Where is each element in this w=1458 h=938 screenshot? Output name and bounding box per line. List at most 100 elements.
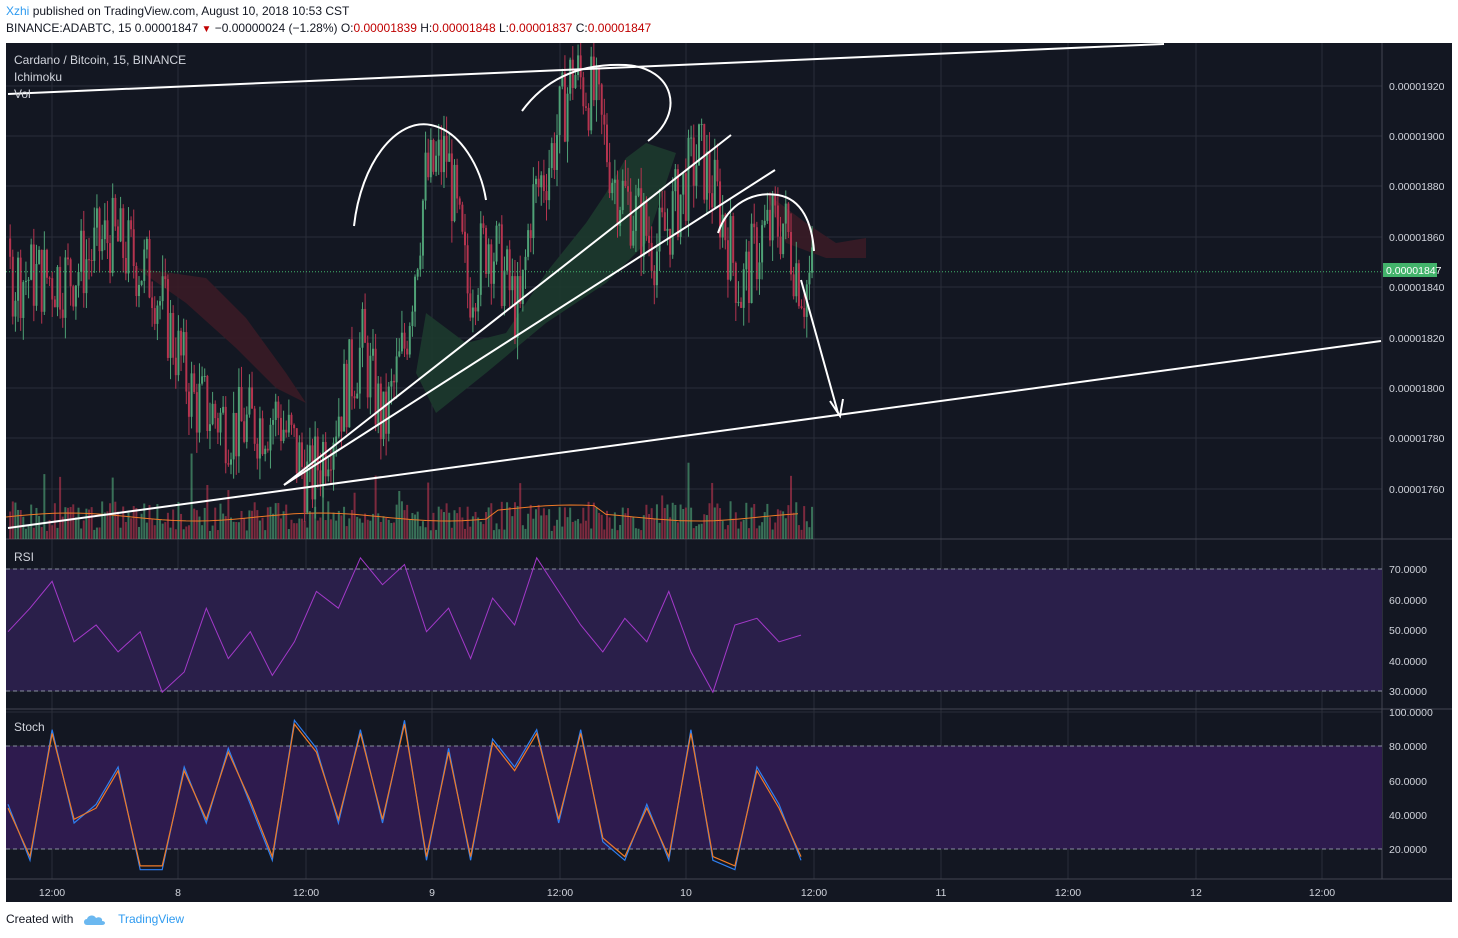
indicator-lines <box>7 556 802 871</box>
lower-channel-line[interactable] <box>7 340 1382 529</box>
volume-bar <box>345 526 348 539</box>
head-arc[interactable] <box>521 63 672 142</box>
time-tick-label: 12:00 <box>1055 887 1081 899</box>
volume-bar <box>206 485 209 539</box>
candle-body <box>279 417 282 441</box>
candle-body <box>556 135 559 170</box>
candle-body <box>421 200 424 256</box>
candle-body <box>266 448 269 451</box>
volume-bar <box>608 517 611 539</box>
chart-panel[interactable]: 0.00001920 0.00001900 0.00001880 0.00001860… <box>6 43 1452 902</box>
candle-body <box>561 72 564 87</box>
candle-body <box>156 305 159 324</box>
arrow-head-icon[interactable] <box>829 398 844 419</box>
chart-canvas[interactable]: 0.00001920 0.00001900 0.00001880 0.00001860… <box>6 43 1452 902</box>
volume-bar <box>237 522 240 539</box>
candle-body <box>458 198 461 205</box>
volume-bar <box>203 507 206 539</box>
target-arrow-line[interactable] <box>800 279 839 414</box>
candle-body <box>182 332 185 356</box>
candle-body <box>445 135 448 162</box>
volume-bar <box>156 504 159 539</box>
volume-bar <box>285 504 288 539</box>
candle-body <box>361 308 364 348</box>
volume-bar <box>803 506 806 539</box>
candle-body <box>811 247 814 273</box>
volume-bar <box>553 525 556 539</box>
time-tick-label: 12:00 <box>1309 887 1335 899</box>
wedge-upper-line[interactable] <box>283 134 732 486</box>
candle-body <box>690 137 693 139</box>
candle-body <box>577 55 580 76</box>
candle-body <box>432 140 435 172</box>
candle-body <box>645 201 648 236</box>
volume-bar <box>487 507 490 539</box>
candle-body <box>540 175 543 188</box>
author-link[interactable]: Xzhi <box>6 4 30 18</box>
volume-bar <box>400 501 403 539</box>
candle-body <box>59 266 62 310</box>
volume-bar <box>48 519 51 539</box>
candle-body <box>371 348 374 356</box>
candle-body <box>511 276 514 291</box>
candle-body <box>224 406 227 464</box>
volume-bar <box>474 511 477 539</box>
candle-body <box>503 270 506 306</box>
candle-body <box>19 257 22 318</box>
volume-bar <box>219 503 222 539</box>
volume-bar <box>361 522 364 539</box>
volume-bar <box>269 506 272 539</box>
volume-bar <box>653 518 656 539</box>
left-shoulder-arc[interactable] <box>353 123 487 227</box>
candle-body <box>429 140 432 178</box>
volume-bar <box>374 475 377 539</box>
volume-bar <box>698 524 700 539</box>
candle-body <box>655 251 658 286</box>
candle-body <box>38 249 41 264</box>
drawings[interactable] <box>7 43 1382 529</box>
volume-bar <box>38 516 41 539</box>
candle-body <box>130 220 133 230</box>
volume-bar <box>674 504 677 539</box>
candle-body <box>272 420 275 425</box>
candle-body <box>653 270 656 286</box>
wedge-lower-line[interactable] <box>283 169 776 486</box>
price-tick-label: 0.00001900 <box>1389 131 1445 143</box>
candle-body <box>400 332 403 352</box>
candle-body <box>382 391 385 440</box>
volume-bar <box>582 507 585 539</box>
candle-body <box>537 178 540 188</box>
candle-body <box>724 214 727 241</box>
candle-body <box>729 216 732 280</box>
volume-bar <box>51 525 54 539</box>
candle-body <box>11 256 14 317</box>
volume-bar <box>358 518 361 539</box>
time-tick-label: 12:00 <box>293 887 319 899</box>
candle-body <box>140 280 143 285</box>
volume-bar <box>534 509 537 539</box>
candle-body <box>747 251 750 303</box>
volume-bar <box>387 519 390 539</box>
candle-body <box>245 414 248 442</box>
candle-body <box>174 357 177 376</box>
right-shoulder-arc[interactable] <box>717 193 815 252</box>
volume-bar <box>779 510 782 539</box>
volume-bar <box>808 527 811 539</box>
volume-bar <box>458 507 461 539</box>
volume-bar <box>742 519 745 539</box>
volume-bar <box>169 527 172 539</box>
candle-body <box>611 182 614 194</box>
volume-bar <box>61 516 64 539</box>
candle-body <box>700 124 703 126</box>
volume-bar <box>316 520 319 539</box>
volume-bar <box>214 507 217 539</box>
candle-body <box>792 274 795 297</box>
volume-bar <box>427 482 430 539</box>
volume-bar <box>506 502 509 539</box>
candle-body <box>745 251 748 270</box>
tradingview-link[interactable]: TradingView <box>118 912 185 926</box>
volume-bar <box>684 507 687 539</box>
candle-body <box>143 249 146 281</box>
candle-body <box>734 262 737 303</box>
candle-body <box>711 193 714 208</box>
